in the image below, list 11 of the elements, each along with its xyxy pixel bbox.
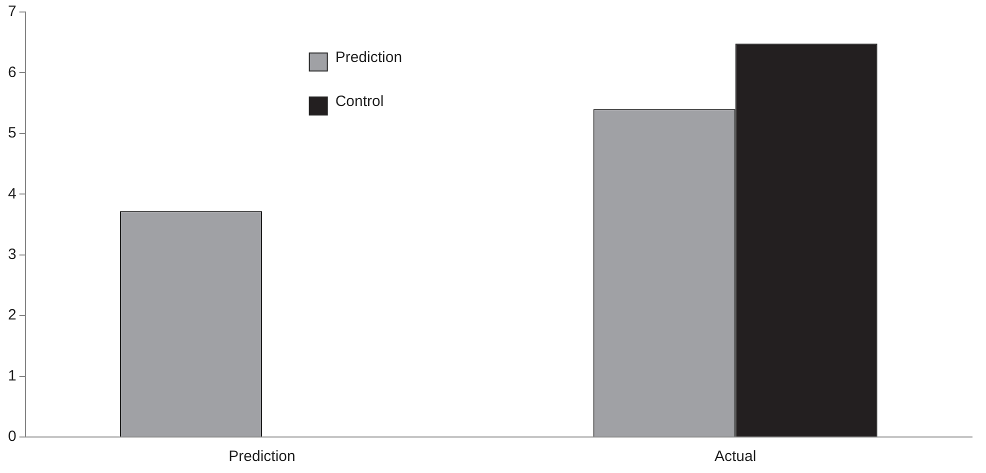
y-tick-label: 6 xyxy=(8,64,16,81)
legend-label: Control xyxy=(335,93,384,110)
legend-label: Prediction xyxy=(335,49,402,66)
x-tick-label: Actual xyxy=(714,448,756,466)
y-tick-label: 0 xyxy=(8,428,16,446)
y-tick-label: 4 xyxy=(8,185,16,202)
y-tick-label: 2 xyxy=(8,306,16,324)
y-tick-label: 3 xyxy=(8,246,16,263)
y-tick-label: 1 xyxy=(8,367,16,384)
y-tick-label: 5 xyxy=(8,124,16,142)
y-tick-label: 7 xyxy=(8,3,16,20)
